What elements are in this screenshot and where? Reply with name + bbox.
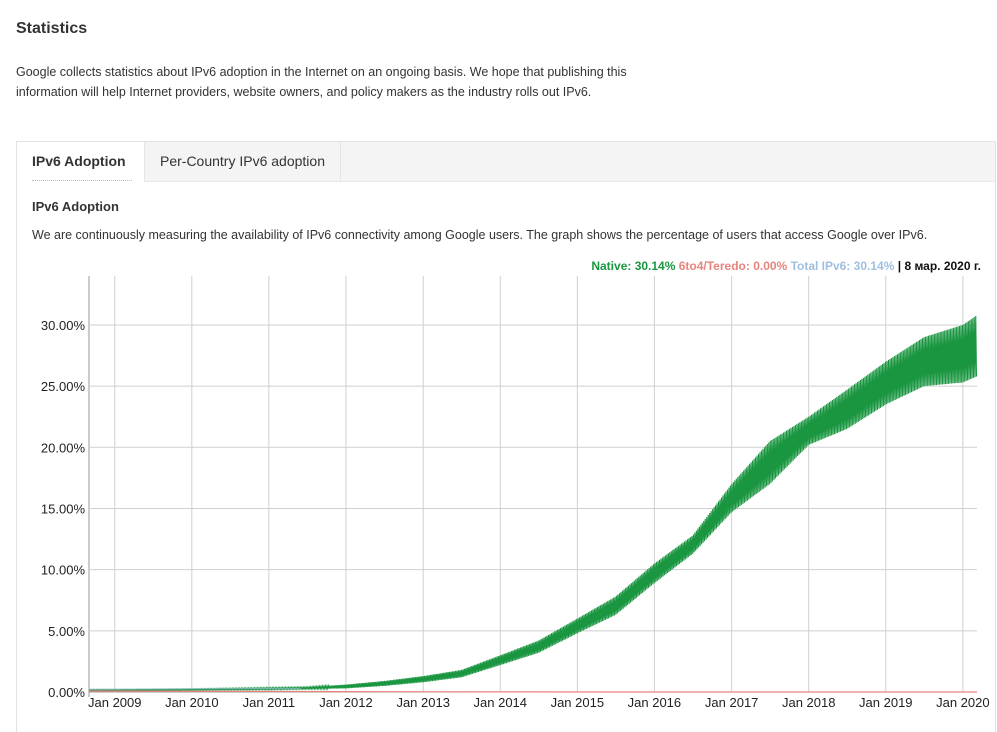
x-tick-label: Jan 2018 <box>782 695 836 710</box>
section-description: We are continuously measuring the availa… <box>32 228 928 242</box>
tab-ipv6-adoption-label: IPv6 Adoption <box>32 153 126 169</box>
x-tick-label: Jan 2009 <box>88 695 142 710</box>
legend-native: Native: 30.14% <box>591 259 676 273</box>
legend-date: 8 мар. 2020 г. <box>904 259 981 273</box>
y-tick-label: 0.00% <box>48 685 85 700</box>
y-tick-label: 20.00% <box>41 440 86 455</box>
tab-per-country-ipv6-adoption[interactable]: Per-Country IPv6 adoption <box>146 142 341 182</box>
x-tick-label: Jan 2017 <box>705 695 759 710</box>
x-tick-label: Jan 2013 <box>396 695 450 710</box>
y-tick-label: 5.00% <box>48 624 85 639</box>
y-tick-label: 10.00% <box>41 563 86 578</box>
x-tick-label: Jan 2010 <box>165 695 219 710</box>
x-tick-label: Jan 2011 <box>243 695 296 710</box>
series-native-line <box>88 316 978 692</box>
x-tick-label: Jan 2015 <box>551 695 605 710</box>
active-tab-underline <box>32 180 132 181</box>
tab-bar: IPv6 Adoption Per-Country IPv6 adoption <box>17 142 995 182</box>
series-total-line <box>88 687 301 690</box>
intro-text: Google collects statistics about IPv6 ad… <box>16 65 627 99</box>
y-tick-label: 25.00% <box>41 379 86 394</box>
y-tick-label: 30.00% <box>41 318 86 333</box>
x-tick-label: Jan 2020 <box>936 695 990 710</box>
page-title: Statistics <box>16 20 88 37</box>
series-teredo-line <box>88 690 977 693</box>
x-tick-label: Jan 2016 <box>628 695 682 710</box>
legend-total: Total IPv6: 30.14% <box>790 259 895 273</box>
stats-panel: IPv6 Adoption Per-Country IPv6 adoption … <box>16 141 996 732</box>
legend-teredo: 6to4/Teredo: 0.00% <box>678 259 788 273</box>
tab-per-country-label: Per-Country IPv6 adoption <box>160 153 325 169</box>
section-title: IPv6 Adoption <box>32 199 119 214</box>
tab-ipv6-adoption[interactable]: IPv6 Adoption <box>17 142 145 182</box>
chart-legend: Native: 30.14% 6to4/Teredo: 0.00% Total … <box>591 259 981 273</box>
x-tick-label: Jan 2012 <box>319 695 373 710</box>
y-tick-label: 15.00% <box>41 501 86 516</box>
x-tick-label: Jan 2014 <box>474 695 528 710</box>
legend-separator: | <box>897 259 902 273</box>
x-tick-label: Jan 2019 <box>859 695 913 710</box>
